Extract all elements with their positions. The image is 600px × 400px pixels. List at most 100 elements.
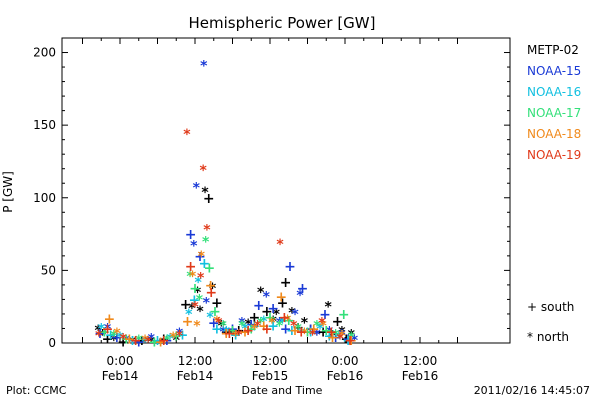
data-point: * [202, 234, 210, 250]
y-tick-label: 200 [33, 46, 56, 60]
data-point: + [258, 319, 270, 335]
data-point: * [219, 319, 227, 335]
data-point: + [308, 321, 320, 337]
data-point: * [129, 335, 137, 351]
data-point: + [283, 313, 295, 329]
data-point: + [104, 311, 116, 327]
y-axis-label: P [GW] [1, 171, 15, 213]
data-point: + [199, 256, 211, 272]
symbol-legend: + south * north [527, 300, 574, 344]
data-point: * [241, 321, 249, 337]
data-point: * [316, 321, 324, 337]
data-point: * [135, 333, 143, 349]
data-point: + [152, 333, 164, 349]
data-point: + [102, 321, 114, 337]
data-point: + [161, 333, 173, 349]
data-point: + [149, 335, 161, 351]
data-point: + [245, 317, 257, 333]
data-point: * [326, 324, 334, 340]
data-point: * [176, 329, 184, 345]
data-point: * [263, 290, 271, 306]
data-point: + [111, 330, 123, 346]
data-point: * [291, 307, 299, 323]
data-point: + [280, 321, 292, 337]
data-point: + [275, 290, 287, 306]
data-point: + [194, 249, 206, 265]
data-point: + [233, 323, 245, 339]
data-point: + [99, 324, 111, 340]
data-point: + [342, 332, 354, 348]
data-point: + [170, 329, 182, 345]
data-point: * [213, 314, 221, 330]
data-point: * [185, 307, 193, 323]
data-point: * [294, 321, 302, 337]
data-point: * [257, 316, 265, 332]
data-point: * [296, 288, 304, 304]
x-tick-label-time: 0:00 [107, 354, 134, 368]
y-tick-label: 100 [33, 191, 56, 205]
data-point: * [232, 329, 240, 345]
data-point: * [338, 324, 346, 340]
data-point: * [251, 321, 259, 337]
data-point: * [229, 327, 237, 343]
data-point: * [95, 329, 103, 345]
data-point: * [273, 307, 281, 323]
data-point: + [209, 304, 221, 320]
data-point: + [292, 320, 304, 336]
data-point: * [313, 327, 321, 343]
data-point: + [261, 321, 273, 337]
data-point: * [332, 327, 340, 343]
data-point: * [244, 317, 252, 333]
y-tick-label: 150 [33, 118, 56, 132]
data-point: + [239, 324, 251, 340]
data-point: + [325, 324, 337, 340]
data-point: * [163, 333, 171, 349]
data-point: + [105, 327, 117, 343]
data-point: + [264, 310, 276, 326]
data-point: * [173, 333, 181, 349]
data-point: * [238, 316, 246, 332]
data-point: * [199, 163, 207, 179]
x-tick-label-time: 0:00 [332, 354, 359, 368]
data-point: + [289, 323, 301, 339]
x-tick-label-time: 12:00 [403, 354, 438, 368]
data-point: * [200, 59, 208, 75]
data-point: * [183, 127, 191, 143]
data-point: + [180, 297, 192, 313]
data-point: * [209, 281, 217, 297]
data-point: * [169, 330, 177, 346]
data-point: + [305, 324, 317, 340]
data-point: + [205, 285, 217, 301]
data-point: * [218, 319, 226, 335]
data-point: * [193, 181, 201, 197]
data-point: + [305, 321, 317, 337]
data-point: * [348, 330, 356, 346]
data-point: + [117, 335, 129, 351]
data-point: + [284, 259, 296, 275]
data-point: + [205, 278, 217, 294]
data-point: * [290, 319, 298, 335]
data-point: + [340, 332, 352, 348]
data-point: + [158, 333, 170, 349]
legend-entry: NOAA-17 [527, 106, 581, 120]
x-tick-label-time: 12:00 [178, 354, 213, 368]
data-point: + [277, 295, 289, 311]
data-point: * [313, 327, 321, 343]
data-point: + [253, 298, 265, 314]
data-point: + [302, 324, 314, 340]
data-point: + [211, 295, 223, 311]
y-tick-label: 50 [41, 263, 56, 277]
data-point: + [345, 333, 357, 349]
data-point: * [123, 333, 131, 349]
data-point: + [280, 275, 292, 291]
data-point: * [141, 333, 149, 349]
data-point: + [267, 301, 279, 317]
data-point: + [286, 323, 298, 339]
data-point: + [189, 281, 201, 297]
data-point: + [305, 321, 317, 337]
x-tick-label-date: Feb16 [402, 369, 439, 383]
data-point: * [176, 326, 184, 342]
data-point: + [261, 304, 273, 320]
data-point: + [185, 259, 197, 275]
